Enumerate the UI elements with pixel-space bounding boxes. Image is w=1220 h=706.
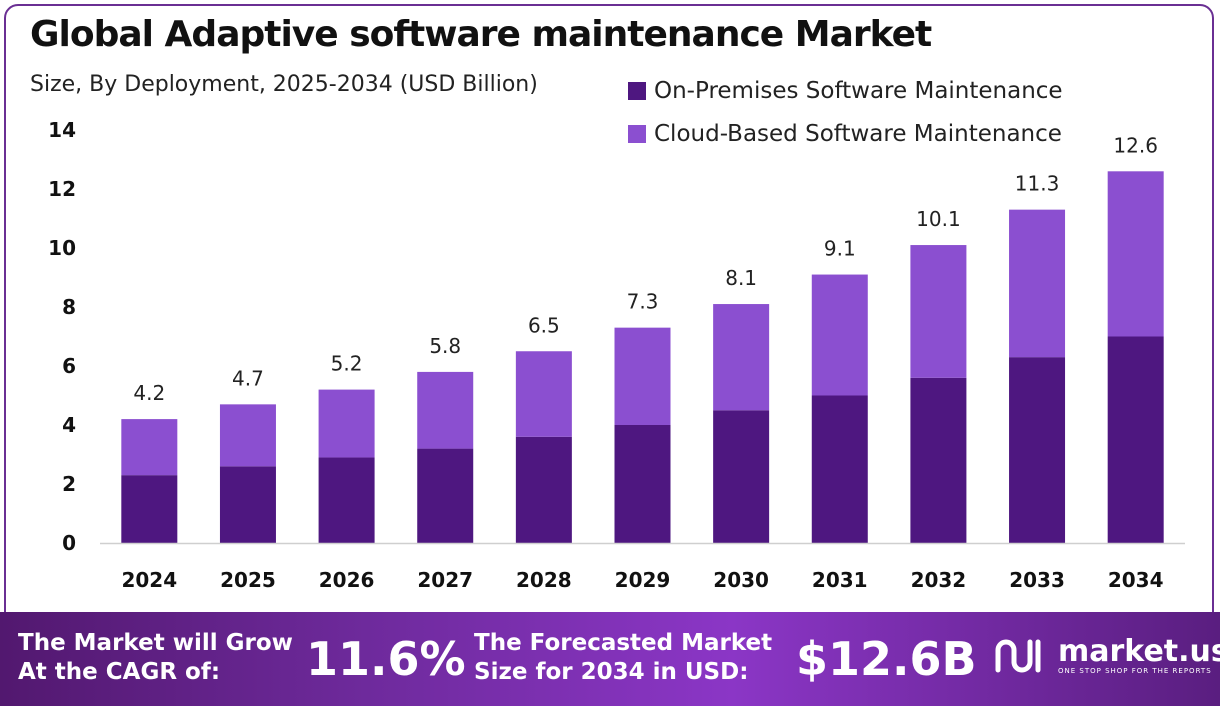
x-tick-label-2030: 2030 [713, 568, 769, 592]
bar-on-premises-2034 [1107, 336, 1164, 543]
bar-cloud-based-2024 [121, 419, 178, 476]
legend-label-on-premises: On-Premises Software Maintenance [654, 78, 1063, 104]
x-tick-label-2028: 2028 [516, 568, 572, 592]
bar-cloud-based-2033 [1009, 209, 1066, 358]
x-tick-label-2031: 2031 [812, 568, 868, 592]
chart-title: Global Adaptive software maintenance Mar… [30, 14, 932, 55]
brand-logo: market.us ONE STOP SHOP FOR THE REPORTS [994, 636, 1220, 676]
y-tick-label-8: 8 [62, 295, 76, 319]
total-label-2026: 5.2 [331, 352, 363, 376]
bar-cloud-based-2028 [515, 351, 572, 437]
x-tick-label-2027: 2027 [417, 568, 473, 592]
y-tick-label-4: 4 [62, 413, 76, 437]
legend-label-cloud-based: Cloud-Based Software Maintenance [654, 121, 1062, 147]
total-label-2024: 4.2 [133, 381, 165, 405]
bar-on-premises-2025 [219, 466, 276, 543]
brand-name: market.us [1058, 634, 1220, 669]
forecast-value: $12.6B [796, 632, 977, 686]
x-tick-label-2034: 2034 [1108, 568, 1164, 592]
bar-on-premises-2028 [515, 436, 572, 543]
bar-chart: 0 2 4 6 8 10 12 14 4.2 2024 4.7 2025 5.2 2026 5.8 2027 6… [48, 118, 1185, 592]
legend-item-on-premises: On-Premises Software Maintenance [628, 76, 1063, 106]
legend: On-Premises Software Maintenance Cloud-B… [628, 76, 1063, 162]
total-label-2028: 6.5 [528, 313, 560, 337]
y-tick-label-6: 6 [62, 354, 76, 378]
x-tick-label-2024: 2024 [121, 568, 177, 592]
bar-on-premises-2030 [713, 410, 770, 543]
bar-cloud-based-2029 [614, 327, 671, 425]
footer-banner: The Market will Grow At the CAGR of: 11.… [0, 612, 1220, 706]
bar-cloud-based-2030 [713, 304, 770, 411]
bar-cloud-based-2027 [417, 371, 474, 449]
total-label-2030: 8.1 [725, 266, 757, 290]
total-label-2034: 12.6 [1113, 133, 1158, 157]
y-tick-label-0: 0 [62, 531, 76, 555]
chart-subtitle: Size, By Deployment, 2025-2034 (USD Bill… [30, 72, 538, 97]
x-tick-label-2026: 2026 [319, 568, 375, 592]
bar-on-premises-2029 [614, 425, 671, 543]
bar-cloud-based-2026 [318, 389, 375, 458]
total-label-2029: 7.3 [627, 290, 659, 314]
y-tick-label-12: 12 [48, 177, 76, 201]
bar-on-premises-2033 [1009, 357, 1066, 543]
bar-on-premises-2027 [417, 448, 474, 543]
bar-on-premises-2032 [910, 377, 967, 543]
x-tick-label-2033: 2033 [1009, 568, 1065, 592]
bar-cloud-based-2025 [219, 404, 276, 467]
total-label-2032: 10.1 [916, 207, 961, 231]
bar-on-premises-2024 [121, 475, 178, 543]
total-label-2033: 11.3 [1015, 172, 1060, 196]
bar-on-premises-2031 [811, 395, 868, 543]
legend-swatch-on-premises [628, 82, 646, 100]
y-tick-label-10: 10 [48, 236, 76, 260]
bar-cloud-based-2034 [1107, 171, 1164, 337]
cagr-value: 11.6% [306, 632, 466, 686]
legend-swatch-cloud-based [628, 125, 646, 143]
total-label-2025: 4.7 [232, 366, 264, 390]
x-tick-label-2032: 2032 [911, 568, 967, 592]
total-label-2031: 9.1 [824, 237, 856, 261]
bar-cloud-based-2031 [811, 274, 868, 396]
bar-on-premises-2026 [318, 457, 375, 543]
market-us-logo-icon [995, 639, 1041, 673]
x-tick-label-2029: 2029 [615, 568, 671, 592]
y-tick-label-14: 14 [48, 118, 76, 142]
x-tick-label-2025: 2025 [220, 568, 276, 592]
legend-item-cloud-based: Cloud-Based Software Maintenance [628, 119, 1063, 149]
brand-tagline: ONE STOP SHOP FOR THE REPORTS [1058, 667, 1212, 675]
total-label-2027: 5.8 [429, 334, 461, 358]
cagr-label: The Market will Grow At the CAGR of: [18, 630, 293, 685]
bar-cloud-based-2032 [910, 245, 967, 378]
forecast-label: The Forecasted Market Size for 2034 in U… [474, 630, 773, 685]
y-tick-label-2: 2 [62, 472, 76, 496]
